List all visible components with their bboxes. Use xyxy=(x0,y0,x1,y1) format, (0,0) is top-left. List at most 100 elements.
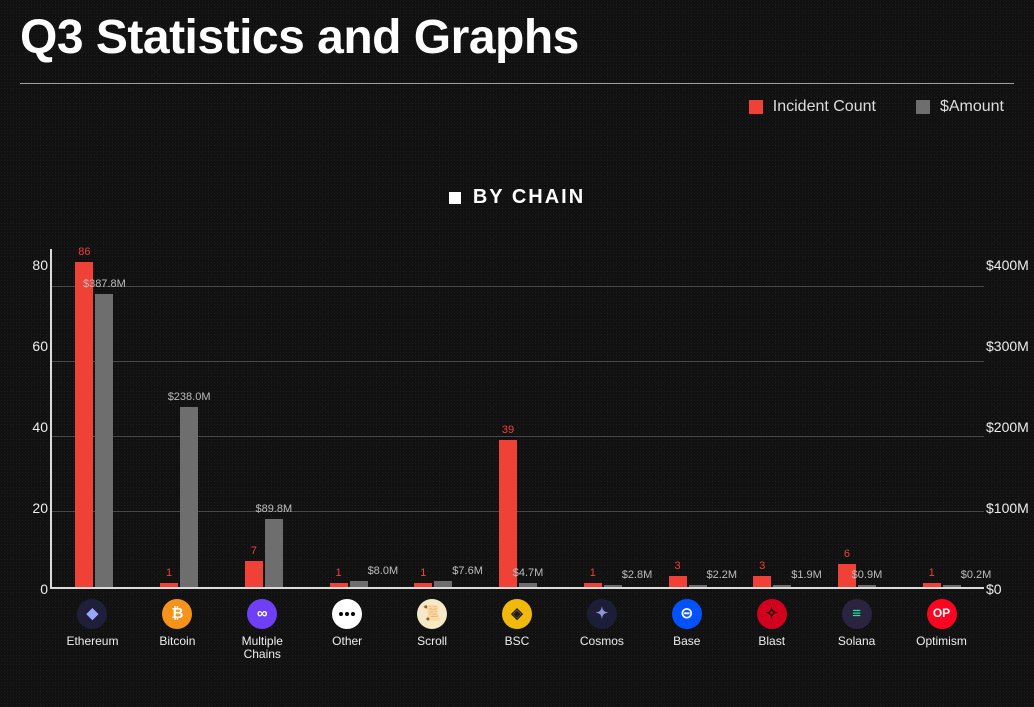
x-category: ✧Blast xyxy=(729,599,814,661)
x-axis: ◆Ethereum ₿ Bitcoin ∞Multiple Chains Other 📜 S… xyxy=(50,599,984,661)
x-category: 📜 Scroll xyxy=(390,599,475,661)
bar-amount: $0.2M xyxy=(943,585,961,587)
y-right-tick: $100M xyxy=(986,500,1034,516)
bar-amount: $2.8M xyxy=(604,585,622,587)
bar-count: 7 xyxy=(245,561,263,587)
bar-count-label: 1 xyxy=(420,567,426,579)
x-label: Base xyxy=(673,635,700,648)
bar-amount: $8.0M xyxy=(350,581,368,587)
y-left-tick: 20 xyxy=(20,500,48,516)
bar-count: 1 xyxy=(414,583,432,587)
bar-count: 1 xyxy=(923,583,941,587)
x-category: ∞Multiple Chains xyxy=(220,599,305,661)
bar-count: 86 xyxy=(75,262,93,587)
bar-group: 3$2.2M xyxy=(645,576,730,587)
x-label: BSC xyxy=(505,635,530,648)
bar-amount-label: $89.8M xyxy=(255,503,292,515)
bitcoin-icon: ₿ xyxy=(162,599,192,629)
x-label: Solana xyxy=(838,635,875,648)
bar-count-label: 39 xyxy=(502,424,514,436)
x-label: Scroll xyxy=(417,635,447,648)
y-right-tick: $200M xyxy=(986,419,1034,435)
bar-count-label: 1 xyxy=(166,567,172,579)
bar-count: 1 xyxy=(584,583,602,587)
x-category: Other xyxy=(305,599,390,661)
bar-count: 3 xyxy=(669,576,687,587)
x-category: ⊝ Base xyxy=(644,599,729,661)
bar-amount-label: $0.2M xyxy=(961,569,992,581)
y-axis-right: $0$100M$200M$300M$400M xyxy=(986,249,1034,589)
bar-amount: $387.8M xyxy=(95,294,113,587)
x-label: Bitcoin xyxy=(159,635,195,648)
bar-amount-label: $387.8M xyxy=(83,278,126,290)
legend: Incident Count $Amount xyxy=(20,98,1014,116)
bar-count: 39 xyxy=(499,440,517,587)
bar-count-label: 1 xyxy=(336,567,342,579)
base-icon: ⊝ xyxy=(672,599,702,629)
x-category: ◈ BSC xyxy=(475,599,560,661)
legend-item-amount: $Amount xyxy=(916,98,1004,116)
y-axis-left: 020406080 xyxy=(20,249,48,589)
legend-label-amount: $Amount xyxy=(940,98,1004,116)
bar-group: 1$8.0M xyxy=(306,581,391,587)
gridline xyxy=(52,361,984,362)
bar-group: 7$89.8M xyxy=(221,519,306,587)
chart-subtitle-text: BY CHAIN xyxy=(473,186,585,209)
legend-label-count: Incident Count xyxy=(773,98,876,116)
bar-group: 1$0.2M xyxy=(899,583,984,587)
bar-amount: $0.9M xyxy=(858,585,876,587)
y-left-tick: 40 xyxy=(20,419,48,435)
x-label: Other xyxy=(332,635,362,648)
bar-group: 3$1.9M xyxy=(730,576,815,587)
bar-group: 1$238.0M xyxy=(137,407,222,587)
y-right-tick: $400M xyxy=(986,257,1034,273)
other-icon xyxy=(332,599,362,629)
x-category: ◆Ethereum xyxy=(50,599,135,661)
x-category: ≡Solana xyxy=(814,599,899,661)
bar-group: 39$4.7M xyxy=(476,440,561,587)
bsc-icon: ◈ xyxy=(502,599,532,629)
y-left-tick: 60 xyxy=(20,338,48,354)
cosmos-icon: ✦ xyxy=(587,599,617,629)
bar-amount-label: $238.0M xyxy=(168,391,211,403)
bar-amount-label: $0.9M xyxy=(852,569,883,581)
bar-amount: $238.0M xyxy=(180,407,198,587)
y-right-tick: $300M xyxy=(986,338,1034,354)
x-category: OPOptimism xyxy=(899,599,984,661)
bar-amount: $1.9M xyxy=(773,585,791,587)
y-left-tick: 0 xyxy=(20,581,48,597)
legend-swatch-amount xyxy=(916,100,930,114)
bar-group: 86$387.8M xyxy=(52,262,137,587)
bar-count: 3 xyxy=(753,576,771,587)
gridline xyxy=(52,286,984,287)
bar-count-label: 7 xyxy=(251,545,257,557)
bar-count: 1 xyxy=(330,583,348,587)
bar-group: 1$2.8M xyxy=(560,583,645,587)
subtitle-bullet-icon xyxy=(449,192,461,204)
legend-item-count: Incident Count xyxy=(749,98,876,116)
bar-amount: $4.7M xyxy=(519,583,537,587)
bar-count-label: 86 xyxy=(78,246,90,258)
plot-area: 86$387.8M1$238.0M7$89.8M1$8.0M1$7.6M39$4… xyxy=(50,249,984,589)
bar-count-label: 3 xyxy=(759,560,765,572)
ethereum-icon: ◆ xyxy=(77,599,107,629)
bar-amount-label: $8.0M xyxy=(368,565,399,577)
bar-amount: $89.8M xyxy=(265,519,283,587)
multichain-icon: ∞ xyxy=(247,599,277,629)
chart: 020406080 $0$100M$200M$300M$400M 86$387.… xyxy=(50,249,984,661)
bar-amount-label: $4.7M xyxy=(513,567,544,579)
x-label: Blast xyxy=(758,635,785,648)
bar-count-label: 1 xyxy=(590,567,596,579)
bar-group: 6$0.9M xyxy=(815,564,900,587)
x-label: Cosmos xyxy=(580,635,624,648)
title-rule xyxy=(20,83,1014,84)
bar-group: 1$7.6M xyxy=(391,581,476,587)
page-title: Q3 Statistics and Graphs xyxy=(20,0,1014,83)
bar-amount: $7.6M xyxy=(434,581,452,587)
scroll-icon: 📜 xyxy=(417,599,447,629)
y-right-tick: $0 xyxy=(986,581,1034,597)
legend-swatch-count xyxy=(749,100,763,114)
x-label: Optimism xyxy=(916,635,967,648)
chart-subtitle: BY CHAIN xyxy=(20,186,1014,209)
bar-count: 1 xyxy=(160,583,178,587)
